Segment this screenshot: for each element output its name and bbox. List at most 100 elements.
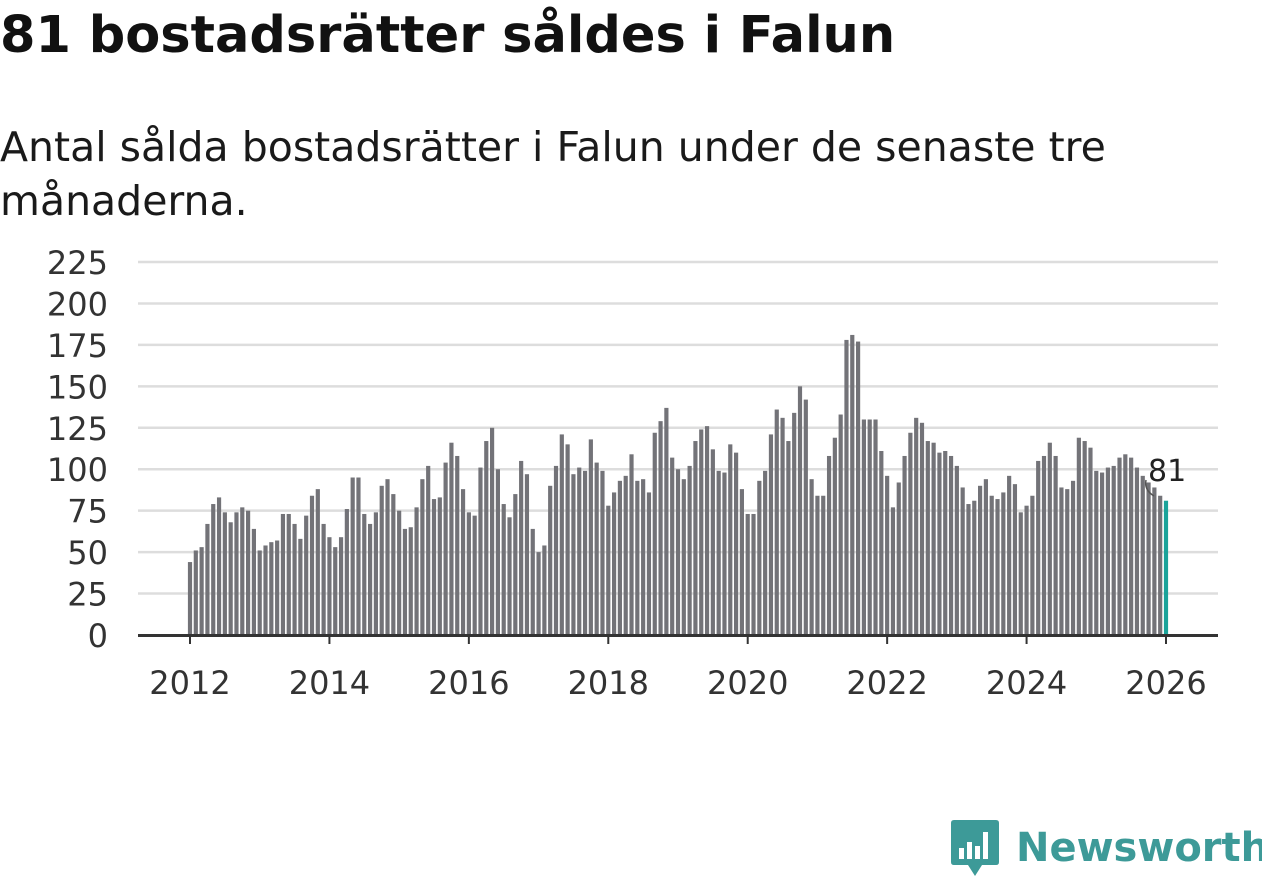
bar: [1047, 442, 1052, 635]
bar-highlight: [1163, 500, 1169, 635]
bar: [664, 407, 669, 635]
bar: [577, 467, 582, 635]
bar: [298, 538, 303, 635]
bar: [954, 465, 959, 635]
bar: [1158, 495, 1163, 635]
bar: [1041, 455, 1047, 635]
bar: [495, 469, 500, 635]
label-leader-line: [1144, 479, 1155, 497]
x-tick-label: 2026: [1125, 664, 1206, 702]
y-tick-label: 150: [47, 368, 108, 406]
y-tick-label: 100: [47, 451, 108, 489]
bar: [449, 442, 454, 635]
bar: [1082, 441, 1087, 635]
bar: [832, 437, 837, 635]
bar: [536, 552, 541, 635]
bar: [484, 441, 489, 635]
bar: [1036, 460, 1041, 635]
bar: [240, 507, 245, 635]
bar: [490, 427, 495, 635]
bar: [246, 510, 251, 635]
bar: [1146, 482, 1151, 635]
bar: [896, 482, 901, 635]
y-tick-label: 50: [67, 534, 108, 572]
bar: [588, 439, 593, 635]
bar: [1094, 470, 1099, 635]
bar: [251, 528, 256, 635]
bar: [1024, 505, 1029, 635]
bar: [309, 495, 315, 635]
bar: [675, 469, 681, 635]
bar: [809, 479, 814, 635]
bar: [275, 540, 280, 635]
bar: [861, 419, 866, 635]
y-tick-label: 125: [47, 410, 108, 448]
bar: [792, 412, 797, 635]
bar: [914, 417, 919, 635]
bar: [885, 475, 890, 635]
bar: [1001, 492, 1006, 635]
bar: [699, 429, 704, 635]
bar: [763, 470, 768, 635]
bar: [925, 441, 930, 635]
bar: [315, 489, 320, 635]
bar: [582, 470, 588, 635]
x-tick-label: 2024: [986, 664, 1067, 702]
y-tick-label: 175: [47, 327, 108, 365]
bar: [466, 512, 471, 635]
bar: [780, 417, 785, 635]
bar: [931, 442, 936, 635]
bar: [972, 500, 977, 635]
bar: [867, 419, 872, 635]
bar: [856, 341, 861, 635]
bar: [402, 528, 408, 635]
bar: [368, 523, 373, 635]
chart-subtitle: Antal sålda bostadsrätter i Falun under …: [0, 123, 1106, 225]
x-tick-label: 2022: [846, 664, 927, 702]
bar: [228, 522, 233, 635]
bar: [693, 441, 698, 635]
bar: [1117, 457, 1122, 635]
y-tick-label: 200: [47, 285, 108, 323]
bar: [908, 432, 913, 635]
bar: [455, 455, 460, 635]
bar: [850, 334, 855, 635]
x-tick-label: 2012: [149, 664, 230, 702]
bar: [344, 509, 349, 635]
bar: [379, 485, 384, 635]
bar: [902, 455, 907, 635]
bar: [548, 485, 553, 635]
bar: [989, 495, 994, 635]
bar: [1070, 480, 1076, 635]
bar: [280, 513, 286, 635]
bar: [803, 399, 808, 635]
bar: [524, 474, 530, 635]
bar: [478, 467, 483, 635]
bar: [623, 475, 628, 635]
bar: [1123, 454, 1128, 635]
bar: [193, 550, 198, 635]
bar: [356, 477, 361, 635]
bar: [879, 450, 884, 635]
bar: [373, 512, 378, 635]
bar: [1111, 465, 1116, 635]
bar: [734, 452, 739, 635]
x-tick-label: 2020: [707, 664, 788, 702]
bar: [431, 499, 437, 635]
bar: [600, 470, 605, 635]
bar: [565, 444, 570, 635]
bar: [646, 492, 652, 635]
bar: [327, 537, 332, 635]
bar: [1100, 472, 1105, 635]
bar: [652, 432, 657, 635]
bar: [414, 507, 419, 635]
highlight-value-label: 81: [1148, 454, 1186, 489]
bar: [542, 545, 547, 635]
bar: [333, 547, 338, 635]
bar: [612, 492, 617, 635]
bar: [391, 494, 396, 635]
bar: [1152, 487, 1157, 635]
bar: [321, 523, 326, 635]
